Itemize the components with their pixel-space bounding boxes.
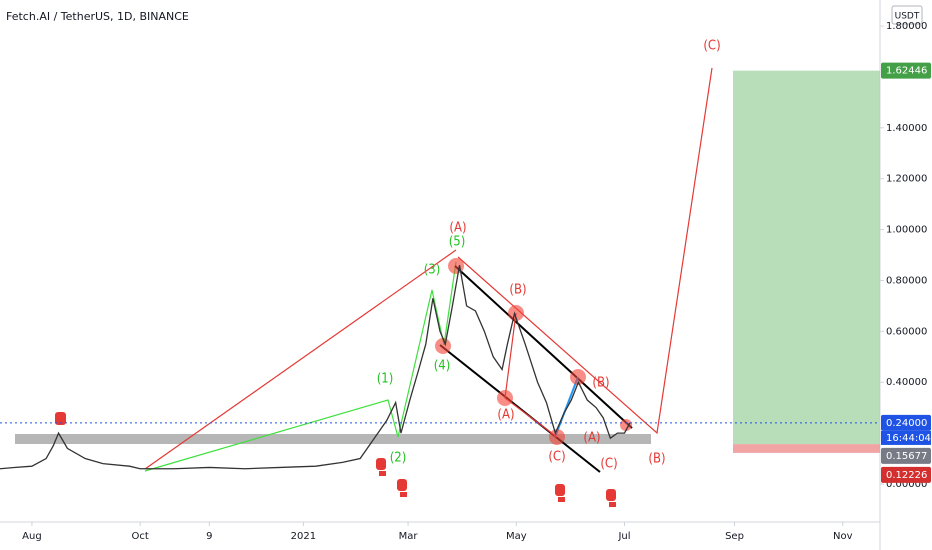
pivots xyxy=(435,258,632,445)
wave-label: (B) xyxy=(592,376,609,391)
x-tick-label: May xyxy=(506,531,527,542)
trend-line xyxy=(457,67,713,435)
x-tick-label: Oct xyxy=(132,531,149,542)
hand-icon xyxy=(400,492,407,497)
wave-label: (A) xyxy=(583,431,600,446)
hand-icon xyxy=(606,489,616,501)
hand-icon xyxy=(555,484,565,496)
price-tag xyxy=(881,466,931,483)
countdown-tag xyxy=(881,430,931,445)
trend-line xyxy=(144,249,457,470)
wave-label: (C) xyxy=(703,39,720,54)
x-tick-label: Mar xyxy=(399,531,419,542)
y-tick-label: 1.00000 xyxy=(886,225,927,236)
y-tick-label: 0.60000 xyxy=(886,326,927,337)
x-tick-label: 9 xyxy=(206,531,212,542)
chart-title: Fetch.AI / TetherUS, 1D, BINANCE xyxy=(6,10,189,23)
y-tick-label: 1.40000 xyxy=(886,123,927,134)
hand-icon xyxy=(397,479,407,491)
pivot xyxy=(448,258,464,274)
stop-zone xyxy=(733,444,880,453)
pivot xyxy=(497,390,513,406)
price-tag-label: 0.15677 xyxy=(886,451,927,462)
support-band xyxy=(15,434,651,444)
price-tag xyxy=(881,447,931,464)
hand-icon xyxy=(55,412,66,425)
y-tick-label: 1.80000 xyxy=(886,21,927,32)
x-tick-label: Nov xyxy=(833,531,853,542)
price-tag xyxy=(881,414,931,431)
y-tick-label: 0.40000 xyxy=(886,377,927,388)
pivot xyxy=(435,338,451,354)
wave-label: (C) xyxy=(600,457,617,472)
x-tick-label: Jul xyxy=(617,531,630,542)
wave-label: (2) xyxy=(390,451,407,466)
pivot xyxy=(620,419,632,431)
price-tag xyxy=(881,62,931,79)
y-tick-label: 0.80000 xyxy=(886,275,927,286)
hand-icons xyxy=(55,412,616,507)
wave-label: (B) xyxy=(509,283,526,298)
price-line xyxy=(0,265,631,470)
x-tick-label: Aug xyxy=(22,531,42,542)
x-tick-label: Sep xyxy=(725,531,744,542)
target-zone xyxy=(733,70,880,445)
y-tick-label: 0.00000 xyxy=(886,479,927,490)
x-tick-label: 2021 xyxy=(291,531,316,542)
channel-line xyxy=(454,265,633,429)
wave-label: (3) xyxy=(424,263,441,278)
wave-label: (A) xyxy=(449,221,466,236)
pivot xyxy=(570,369,586,385)
wave-label: (1) xyxy=(377,372,394,387)
wave-label: (C) xyxy=(548,450,565,465)
currency-badge[interactable] xyxy=(891,5,923,25)
wave-label: (B) xyxy=(648,452,665,467)
y-tick-label: 1.20000 xyxy=(886,174,927,185)
hand-icon xyxy=(558,497,565,502)
wave-label: (A) xyxy=(497,408,514,423)
countdown: 16:44:04 xyxy=(886,433,931,444)
pivot xyxy=(508,305,524,321)
currency: USDT xyxy=(895,12,920,22)
wave-line xyxy=(144,261,457,472)
hand-icon xyxy=(379,471,386,476)
wave-line xyxy=(554,376,579,438)
hand-icon xyxy=(376,458,386,470)
price-tag-label: 1.62446 xyxy=(886,66,927,77)
price-tag-label: 0.12226 xyxy=(886,470,927,481)
pivot xyxy=(549,429,565,445)
wave-label: (4) xyxy=(434,359,451,374)
price-tag-label: 0.24000 xyxy=(886,418,927,429)
hand-icon xyxy=(609,502,616,507)
wave-label: (5) xyxy=(449,235,466,250)
